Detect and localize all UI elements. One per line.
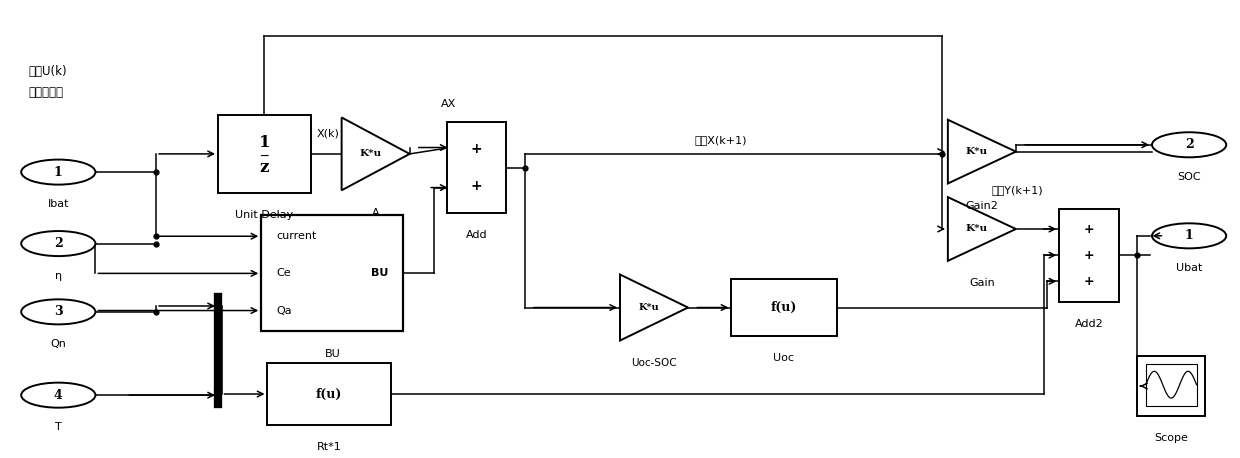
Text: η: η [55,271,62,281]
Text: BU: BU [325,349,340,359]
Text: 1: 1 [1184,229,1193,242]
Text: AX: AX [440,99,456,109]
Ellipse shape [1152,224,1226,248]
Text: K*u: K*u [966,224,987,234]
Text: T: T [55,422,62,432]
Text: Ubat: Ubat [1176,263,1203,273]
Text: 1: 1 [259,134,270,151]
Text: 2: 2 [1184,138,1193,151]
Ellipse shape [21,159,95,185]
Text: Scope: Scope [1154,433,1188,443]
Text: ─: ─ [260,150,268,163]
Text: 1: 1 [53,166,63,179]
Text: Rt*1: Rt*1 [317,442,342,452]
Text: current: current [277,231,316,241]
Text: SOC: SOC [1177,172,1200,182]
Text: Add2: Add2 [1075,319,1104,329]
FancyBboxPatch shape [446,122,506,213]
Text: Qa: Qa [277,305,291,316]
Text: +: + [1084,275,1094,288]
Ellipse shape [21,300,95,324]
Text: +: + [1084,223,1094,235]
Text: A: A [372,207,379,218]
Text: Uoc-SOC: Uoc-SOC [631,358,677,368]
Text: 4: 4 [53,389,63,402]
Text: BU: BU [371,268,388,278]
Polygon shape [947,197,1016,261]
Polygon shape [620,274,688,341]
Text: K*u: K*u [360,149,381,158]
FancyBboxPatch shape [1059,208,1118,302]
Text: Qn: Qn [51,339,66,349]
Text: +: + [471,142,482,156]
Text: 测量电流值: 测量电流值 [29,86,63,99]
Text: 3: 3 [55,305,62,318]
Text: 输入U(k): 输入U(k) [29,65,67,78]
Text: 2: 2 [53,237,63,250]
FancyBboxPatch shape [1137,356,1205,416]
Ellipse shape [21,231,95,256]
Text: Add: Add [466,230,487,240]
Ellipse shape [1152,132,1226,157]
FancyBboxPatch shape [268,363,391,425]
Ellipse shape [21,382,95,408]
Text: Ibat: Ibat [47,199,69,209]
Polygon shape [947,120,1016,184]
Polygon shape [342,117,409,191]
Text: X(k): X(k) [317,128,340,138]
Text: Uoc: Uoc [774,353,795,363]
Text: +: + [1084,249,1094,262]
Text: f(u): f(u) [316,387,342,400]
FancyBboxPatch shape [1146,364,1197,406]
Text: f(u): f(u) [771,301,797,314]
Text: Ce: Ce [277,268,290,278]
Text: 输出Y(k+1): 输出Y(k+1) [991,185,1043,195]
Text: Gain2: Gain2 [966,201,998,211]
FancyBboxPatch shape [732,279,837,336]
Text: 状态X(k+1): 状态X(k+1) [694,135,746,145]
FancyBboxPatch shape [262,215,403,332]
Text: K*u: K*u [966,147,987,156]
Text: Unit Delay: Unit Delay [236,210,294,220]
Text: K*u: K*u [639,303,658,312]
Text: Gain: Gain [968,278,994,288]
Text: +: + [471,179,482,193]
FancyBboxPatch shape [218,115,311,192]
Text: z: z [259,159,269,176]
